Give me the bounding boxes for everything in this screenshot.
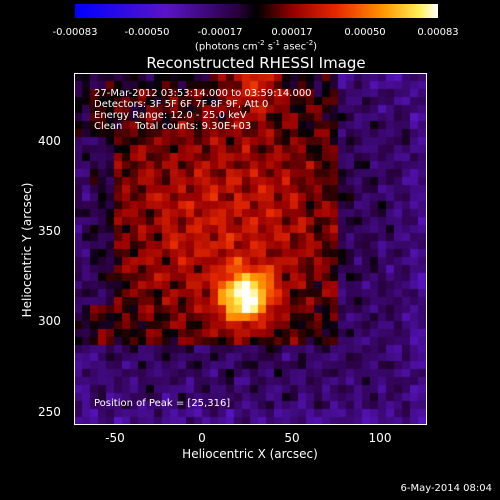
colorbar-tick-label: -0.00083 — [52, 27, 98, 38]
footer-date: 6-May-2014 08:04 — [400, 483, 492, 494]
y-tick-label: 300 — [38, 314, 61, 328]
x-tick-label: 100 — [368, 431, 392, 445]
colorbar — [75, 4, 438, 18]
plot-title: Reconstructed RHESSI Image — [146, 54, 366, 72]
colorbar-units: (photons cm-2 s-1 asec-2) — [194, 39, 318, 53]
rhessi-image-plot — [74, 73, 427, 425]
colorbar-tick-label: -0.00017 — [197, 27, 243, 38]
time-range-text: 27-Mar-2012 03:53:14.000 to 03:59:14.000 — [94, 88, 312, 99]
clean-counts-text: Clean Total counts: 9.30E+03 — [94, 121, 252, 132]
detectors-text: Detectors: 3F 5F 6F 7F 8F 9F, Att 0 — [94, 99, 269, 110]
x-axis-label: Heliocentric X (arcsec) — [182, 447, 318, 461]
x-tick-label: 50 — [284, 431, 300, 445]
colorbar-tick-label: -0.00050 — [124, 27, 170, 38]
y-axis-label: Heliocentric Y (arcsec) — [20, 182, 34, 318]
colorbar-tick-label: 0.00050 — [344, 27, 386, 38]
y-tick-label: 350 — [38, 224, 61, 238]
x-tick-label: -50 — [105, 431, 125, 445]
plot-frame — [74, 73, 427, 425]
colorbar-tick-label: 0.00017 — [271, 27, 313, 38]
y-tick-label: 400 — [38, 134, 61, 148]
x-tick-label: 0 — [198, 431, 206, 445]
y-tick-label: 250 — [38, 405, 61, 419]
rhessi-image — [74, 73, 427, 425]
colorbar-tick-label: 0.00083 — [417, 27, 459, 38]
peak-position-text: Position of Peak = [25,316] — [94, 398, 231, 409]
energy-range-text: Energy Range: 12.0 - 25.0 keV — [94, 110, 247, 121]
